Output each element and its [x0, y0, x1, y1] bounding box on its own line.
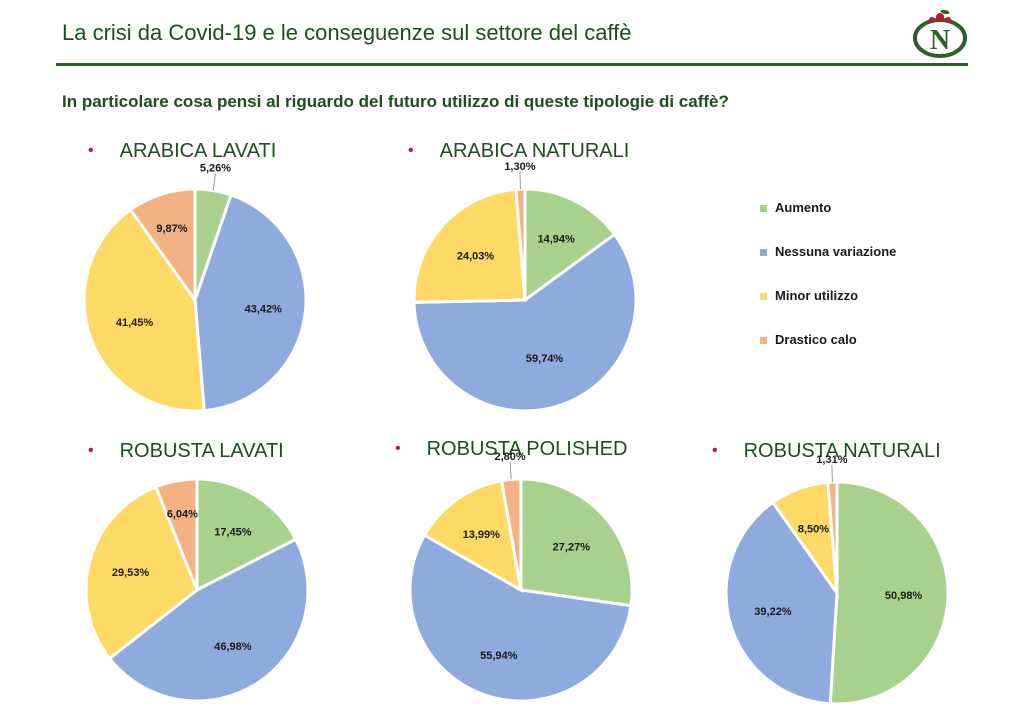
chart-title-robusta-naturali: • ROBUSTA NATURALI — [712, 440, 941, 462]
pie-data-label: 1,31% — [816, 454, 847, 466]
pie-data-label: 41,45% — [116, 317, 154, 329]
company-logo: N — [913, 9, 967, 58]
pie-slice-aumento — [195, 477, 298, 593]
pie-slice-aumento — [519, 477, 634, 608]
pie-data-label: 6,04% — [167, 509, 198, 521]
pie-data-label: 59,74% — [526, 353, 564, 365]
pie-data-label: 27,27% — [553, 541, 591, 553]
bullet-icon: • — [395, 440, 401, 457]
chart-title-arabica-naturali: • ARABICA NATURALI — [408, 140, 630, 162]
chart-title-robusta-lavati: • ROBUSTA LAVATI — [88, 440, 284, 462]
svg-text:N: N — [930, 25, 950, 56]
pie-data-label: 29,53% — [112, 567, 150, 579]
pie-data-label: 8,50% — [798, 523, 829, 535]
leader-line — [831, 464, 833, 483]
leader-line — [519, 171, 521, 190]
pie-slice-minor-utilizzo — [412, 187, 527, 304]
pie-slice-nessuna-variazione — [107, 537, 310, 703]
header-divider — [56, 63, 968, 66]
pie-data-label: 43,42% — [245, 303, 283, 315]
pie-slice-nessuna-variazione — [193, 193, 308, 413]
pie-data-label: 13,99% — [463, 529, 501, 541]
chart-title-robusta-polished: • ROBUSTA POLISHED — [395, 438, 628, 460]
pie-slice-nessuna-variazione — [724, 500, 839, 706]
legend-swatch — [760, 293, 767, 300]
pie-data-label: 55,94% — [480, 650, 518, 662]
bullet-icon: • — [88, 442, 94, 459]
chart-title-arabica-lavati: • ARABICA LAVATI — [88, 140, 277, 162]
pie-slice-drastico-calo — [153, 477, 199, 591]
pie-slice-minor-utilizzo — [82, 207, 206, 413]
bullet-icon: • — [408, 142, 414, 159]
pie-slice-aumento — [523, 187, 617, 303]
pie-data-label: 5,26% — [200, 162, 231, 174]
pie-data-label: 39,22% — [754, 606, 792, 618]
pie-slice-drastico-calo — [128, 187, 197, 305]
pie-data-label: 17,45% — [214, 526, 252, 538]
legend-swatch — [760, 249, 767, 256]
survey-question: In particolare cosa pensi al riguardo de… — [62, 92, 729, 111]
page-title: La crisi da Covid-19 e le conseguenze su… — [62, 20, 632, 45]
pie-data-label: 2,80% — [494, 451, 525, 463]
pie-data-label: 14,94% — [537, 234, 575, 246]
pie-data-label: 46,98% — [214, 641, 252, 653]
leader-line — [509, 462, 512, 480]
bullet-icon: • — [88, 142, 94, 159]
pie-slice-drastico-calo — [826, 480, 839, 594]
pie-data-label: 50,98% — [885, 590, 923, 602]
legend-swatch — [760, 337, 767, 344]
pie-data-label: 24,03% — [457, 250, 495, 262]
pie-data-label: 1,30% — [504, 161, 535, 173]
leader-line — [212, 173, 216, 191]
pie-slice-minor-utilizzo — [422, 478, 524, 593]
pie-slice-minor-utilizzo — [84, 484, 199, 661]
pie-slice-nessuna-variazione — [412, 232, 638, 413]
pie-slice-aumento — [828, 480, 950, 706]
pie-data-label: 9,87% — [156, 223, 187, 235]
pie-slice-nessuna-variazione — [408, 533, 633, 703]
bullet-icon: • — [712, 442, 718, 459]
legend-swatch — [760, 205, 767, 212]
